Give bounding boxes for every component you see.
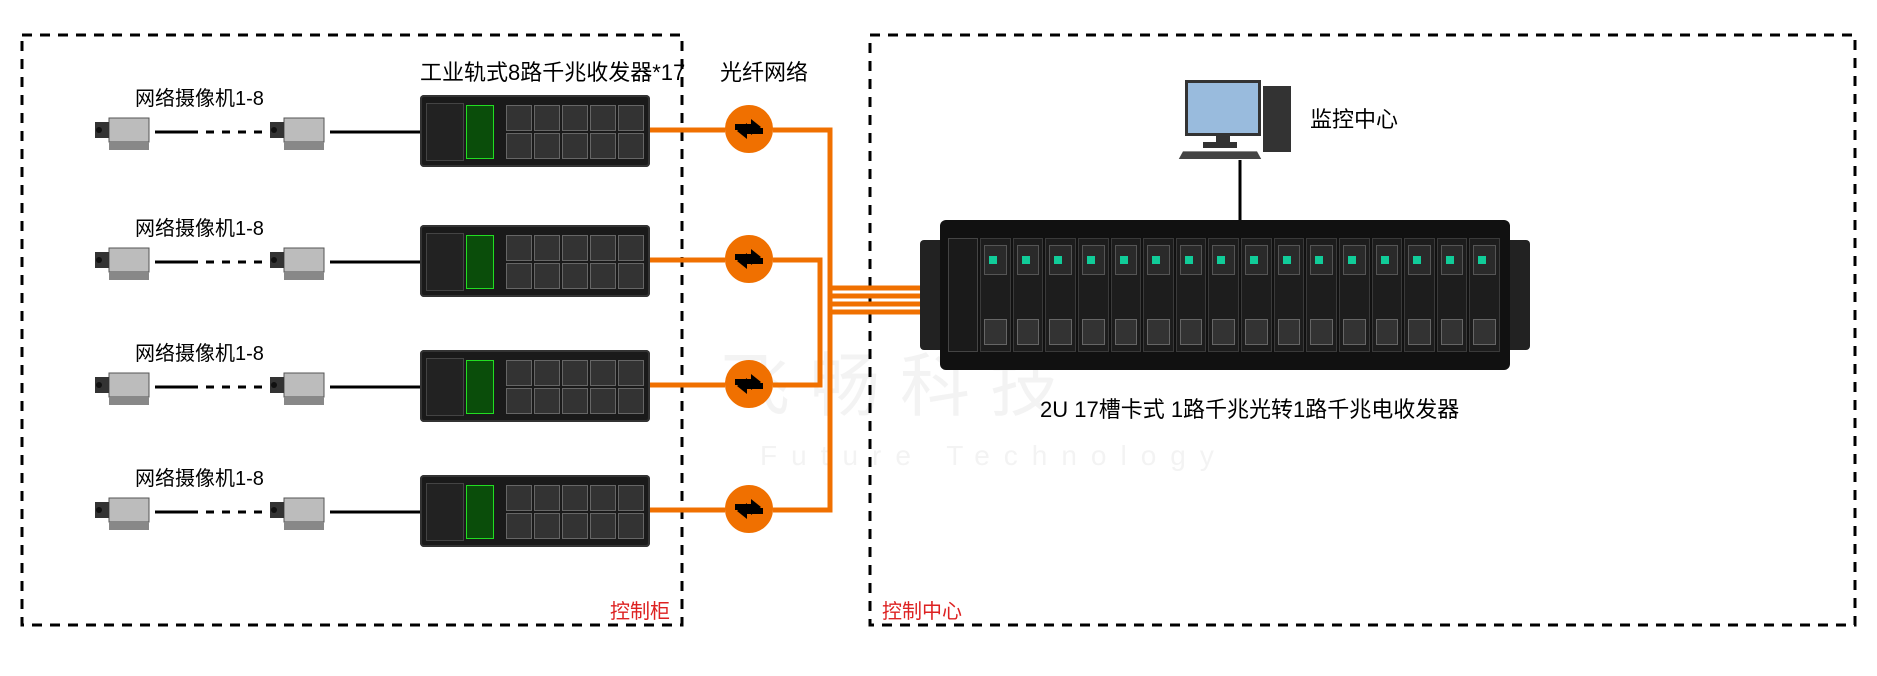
camera-row-label: 网络摄像机1-8 [135,462,264,491]
camera-icon [270,110,330,154]
monitor-center-label: 监控中心 [1310,102,1398,134]
monitor-icon [1185,80,1261,136]
fiber-node-icon [725,360,773,408]
camera-icon [95,490,155,534]
chassis-slot [1274,238,1305,352]
camera-icon [270,365,330,409]
chassis-caption: 2U 17槽卡式 1路千兆光转1路千兆电收发器 [1040,392,1459,424]
chassis-slot [1045,238,1076,352]
camera-icon [270,490,330,534]
transceiver-title: 工业轨式8路千兆收发器*17 [420,55,685,87]
diagram-canvas: { "labels": { "transceiver_title": "工业轨式… [0,0,1877,676]
rack-chassis [940,220,1510,370]
chassis-slots [980,238,1500,352]
industrial-switch [420,350,650,422]
camera-icon [95,365,155,409]
control-cabinet-label: 控制柜 [610,595,670,624]
industrial-switch [420,95,650,167]
fiber-network-label: 光纤网络 [720,55,808,87]
chassis-slot [1404,238,1435,352]
chassis-slot [1143,238,1174,352]
monitor-workstation [1185,80,1261,136]
camera-icon [95,110,155,154]
chassis-slot [980,238,1011,352]
chassis-slot [1372,238,1403,352]
chassis-slot [1437,238,1468,352]
camera-icon [95,240,155,284]
camera-icon [270,240,330,284]
keyboard-icon [1179,151,1261,159]
camera-row-label: 网络摄像机1-8 [135,82,264,111]
control-center-label: 控制中心 [882,595,962,624]
chassis-mgmt-card [948,238,978,352]
chassis-slot [1306,238,1337,352]
chassis-slot [1339,238,1370,352]
chassis-slot [1176,238,1207,352]
chassis-slot [1469,238,1500,352]
camera-row-label: 网络摄像机1-8 [135,212,264,241]
chassis-slot [1078,238,1109,352]
fiber-node-icon [725,105,773,153]
chassis-slot [1111,238,1142,352]
chassis-slot [1013,238,1044,352]
camera-row-label: 网络摄像机1-8 [135,337,264,366]
chassis-slot [1241,238,1272,352]
fiber-node-icon [725,235,773,283]
industrial-switch [420,475,650,547]
fiber-node-icon [725,485,773,533]
industrial-switch [420,225,650,297]
pc-tower-icon [1263,86,1291,152]
chassis-slot [1208,238,1239,352]
